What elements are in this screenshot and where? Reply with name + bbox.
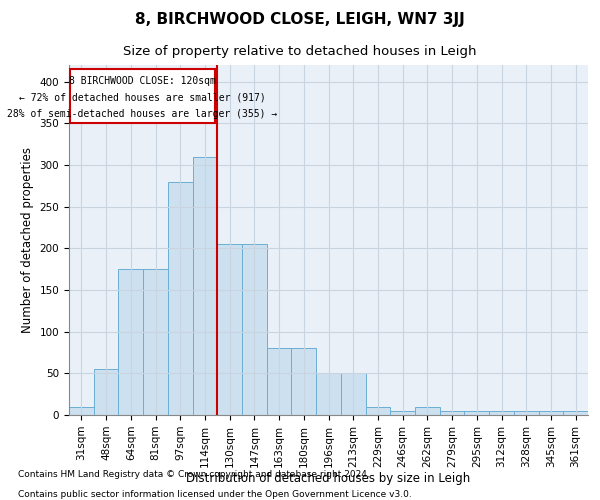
X-axis label: Distribution of detached houses by size in Leigh: Distribution of detached houses by size … xyxy=(187,472,470,486)
Bar xyxy=(316,374,341,415)
Y-axis label: Number of detached properties: Number of detached properties xyxy=(21,147,34,333)
Bar xyxy=(563,411,588,415)
Bar xyxy=(539,411,563,415)
Bar xyxy=(415,406,440,415)
Bar xyxy=(292,348,316,415)
FancyBboxPatch shape xyxy=(70,69,215,124)
Text: ← 72% of detached houses are smaller (917): ← 72% of detached houses are smaller (91… xyxy=(19,92,266,102)
Text: Contains HM Land Registry data © Crown copyright and database right 2024.: Contains HM Land Registry data © Crown c… xyxy=(18,470,370,479)
Text: 28% of semi-detached houses are larger (355) →: 28% of semi-detached houses are larger (… xyxy=(7,109,278,119)
Bar xyxy=(94,369,118,415)
Bar xyxy=(217,244,242,415)
Bar xyxy=(514,411,539,415)
Bar xyxy=(341,374,365,415)
Text: 8 BIRCHWOOD CLOSE: 120sqm: 8 BIRCHWOOD CLOSE: 120sqm xyxy=(69,76,216,86)
Text: Size of property relative to detached houses in Leigh: Size of property relative to detached ho… xyxy=(123,45,477,58)
Bar xyxy=(193,156,217,415)
Bar xyxy=(118,269,143,415)
Bar xyxy=(69,406,94,415)
Bar xyxy=(242,244,267,415)
Bar xyxy=(464,411,489,415)
Bar xyxy=(489,411,514,415)
Bar xyxy=(390,411,415,415)
Text: 8, BIRCHWOOD CLOSE, LEIGH, WN7 3JJ: 8, BIRCHWOOD CLOSE, LEIGH, WN7 3JJ xyxy=(135,12,465,27)
Bar xyxy=(143,269,168,415)
Bar xyxy=(365,406,390,415)
Bar xyxy=(267,348,292,415)
Bar xyxy=(168,182,193,415)
Bar xyxy=(440,411,464,415)
Text: Contains public sector information licensed under the Open Government Licence v3: Contains public sector information licen… xyxy=(18,490,412,499)
